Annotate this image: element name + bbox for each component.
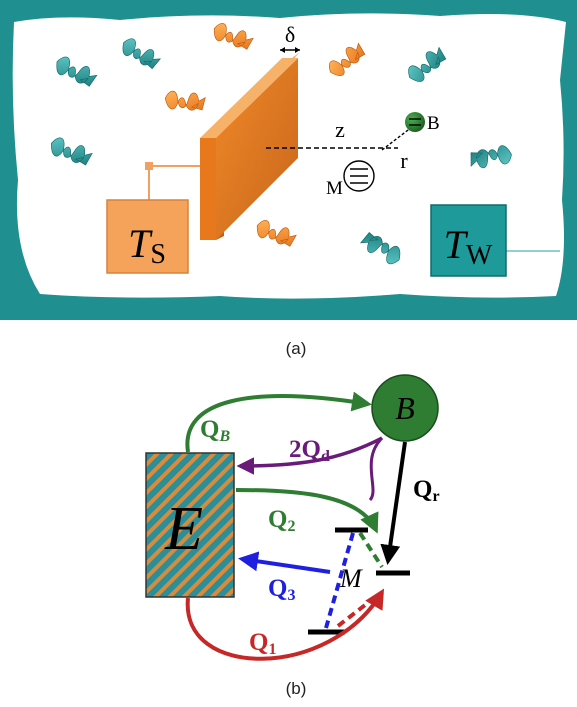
caption-a: (a)	[286, 339, 307, 358]
svg-text:2Qd: 2Qd	[289, 436, 330, 465]
ts-sub: S	[150, 239, 166, 270]
b-label-a: B	[427, 113, 440, 134]
qr-sub: r	[432, 488, 439, 505]
qr-main: Q	[413, 476, 432, 503]
qb-sub: B	[218, 428, 230, 445]
svg-text:Q2: Q2	[268, 506, 295, 535]
qr-arrow	[380, 441, 407, 565]
svg-text:Q3: Q3	[268, 575, 295, 604]
q3-sub: 3	[287, 587, 295, 604]
svg-text:Qr: Qr	[413, 476, 440, 505]
r-label: r	[400, 148, 408, 173]
q2-arrow	[235, 488, 379, 534]
q2-main: Q	[268, 506, 287, 533]
z-label: z	[335, 117, 345, 142]
panel-a: δ z r B M TS TW	[0, 0, 577, 320]
caption-b: (b)	[286, 679, 307, 698]
tw-box	[430, 204, 507, 277]
qd-sub: d	[321, 448, 330, 465]
b-label-b: B	[395, 390, 415, 426]
q1-main: Q	[249, 629, 268, 656]
qd-main: 2Q	[289, 436, 321, 463]
q3-main: Q	[268, 575, 287, 602]
q2-sub: 2	[287, 518, 295, 535]
svg-text:Q1: Q1	[249, 629, 276, 658]
ts-connector	[148, 165, 200, 200]
r-distance-line	[381, 126, 413, 151]
q1-arrow	[185, 588, 385, 661]
b-ball	[405, 112, 425, 132]
q1-sub: 1	[268, 641, 276, 658]
ts-main: T	[128, 221, 153, 266]
tw-sub: W	[466, 240, 493, 271]
e-label: E	[164, 495, 203, 563]
qd-arrow-lower	[368, 436, 384, 502]
q3-arrow	[238, 551, 331, 574]
ts-box	[106, 199, 189, 274]
panel-b: E B QB 2Qd Qr Q2 M	[145, 374, 440, 661]
plate	[200, 52, 300, 240]
delta-label: δ	[285, 22, 295, 47]
m-label-a: M	[326, 178, 343, 199]
tw-main: T	[444, 222, 469, 267]
qd-arrow	[236, 436, 383, 475]
b-circle	[371, 374, 439, 442]
qb-main: Q	[200, 416, 219, 443]
m-label-b: M	[339, 564, 363, 593]
svg-text:QB: QB	[200, 416, 230, 445]
svg-text:TS: TS	[128, 221, 166, 270]
qb-arrow	[185, 391, 372, 453]
svg-text:TW: TW	[444, 222, 493, 271]
e-box	[145, 452, 235, 598]
